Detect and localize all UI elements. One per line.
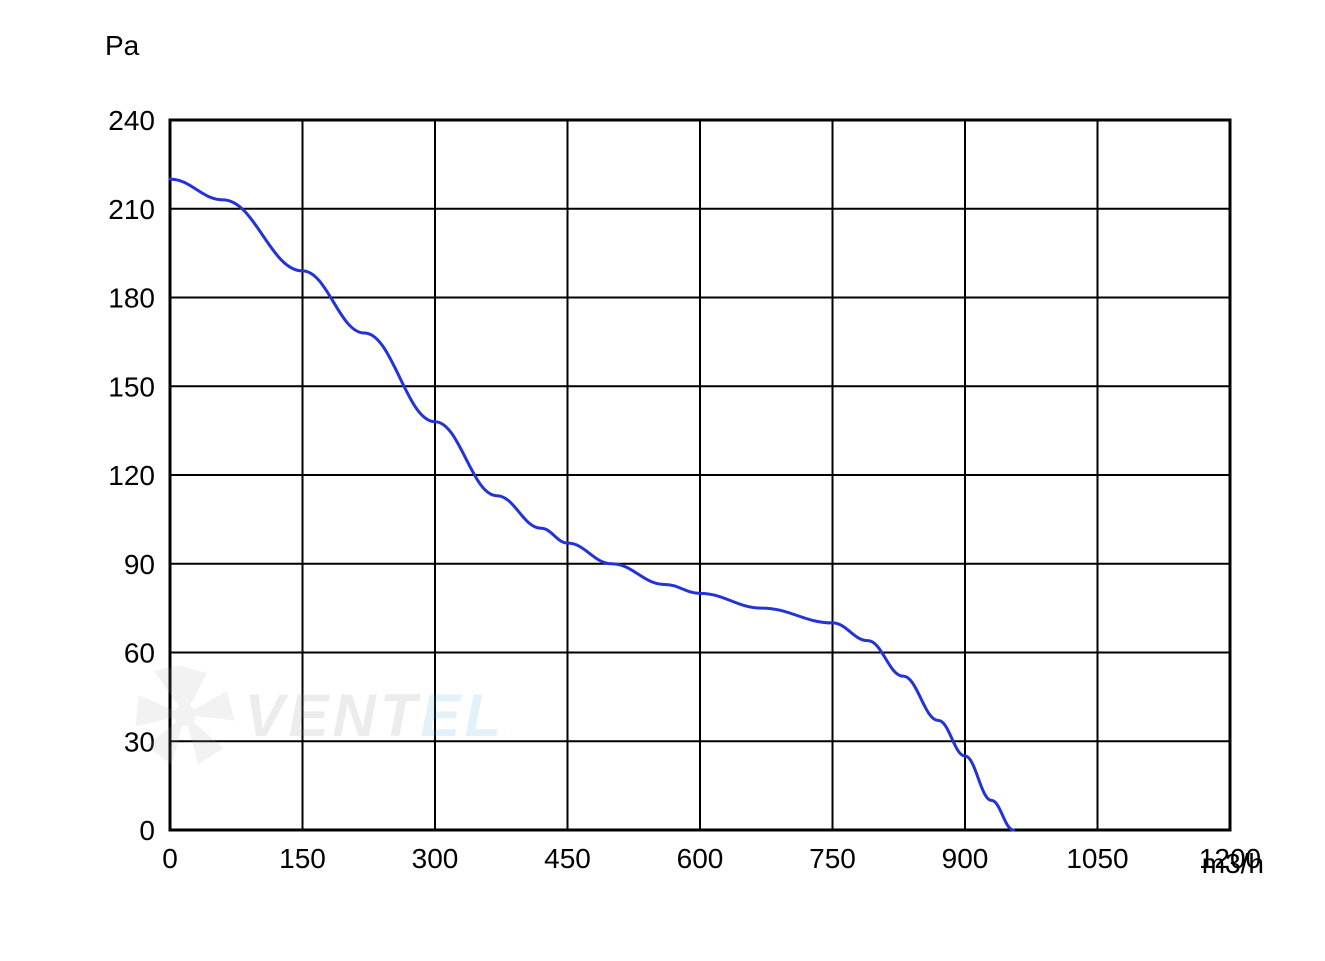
y-tick-label: 60 — [124, 638, 155, 669]
x-tick-label: 750 — [809, 843, 856, 874]
chart-svg: 0150300450600750900105012000306090120150… — [60, 30, 1264, 900]
y-axis-title: Pa — [105, 30, 139, 62]
y-tick-label: 150 — [108, 371, 155, 402]
y-tick-label: 0 — [139, 815, 155, 846]
y-tick-label: 90 — [124, 549, 155, 580]
y-tick-label: 30 — [124, 726, 155, 757]
x-tick-label: 300 — [412, 843, 459, 874]
x-axis-title: m3/h — [1202, 848, 1264, 880]
y-tick-label: 240 — [108, 105, 155, 136]
x-tick-label: 150 — [279, 843, 326, 874]
y-tick-label: 120 — [108, 460, 155, 491]
x-tick-label: 450 — [544, 843, 591, 874]
x-tick-label: 1050 — [1066, 843, 1128, 874]
x-tick-label: 0 — [162, 843, 178, 874]
x-tick-label: 900 — [942, 843, 989, 874]
y-tick-label: 210 — [108, 194, 155, 225]
x-tick-label: 600 — [677, 843, 724, 874]
y-tick-label: 180 — [108, 283, 155, 314]
chart-container: Pa 0150300450600750900105012000306090120… — [60, 30, 1264, 900]
